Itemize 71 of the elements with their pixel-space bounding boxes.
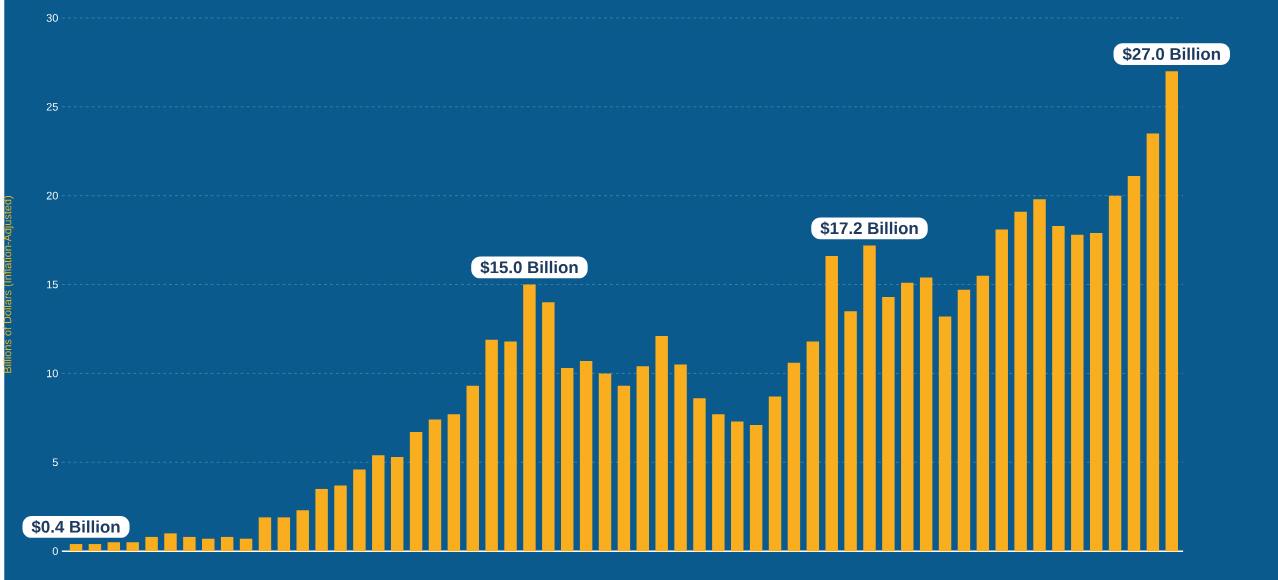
bar [447, 414, 461, 552]
bar [655, 336, 668, 552]
y-tick-label: 10 [47, 369, 58, 378]
data-label: $15.0 Billion [480, 260, 578, 275]
y-tick-label: 20 [46, 191, 58, 200]
bar [466, 385, 479, 552]
bar [1146, 133, 1160, 552]
bar [1033, 199, 1046, 552]
bar [1052, 225, 1065, 552]
bar [390, 456, 404, 552]
bar [825, 256, 838, 552]
bar [428, 419, 442, 552]
bar [372, 455, 385, 552]
bar [731, 421, 744, 552]
y-tick-label: 25 [46, 102, 58, 111]
bar [882, 296, 895, 552]
bar [598, 373, 612, 552]
bar [995, 229, 1008, 552]
bar [1108, 195, 1122, 552]
bar [485, 339, 498, 552]
bar [712, 414, 725, 552]
bar [806, 341, 820, 552]
bar [693, 398, 706, 552]
bar [919, 277, 933, 552]
y-tick-label: 5 [52, 458, 58, 467]
bar [957, 289, 971, 552]
y-tick-label: 0 [52, 547, 58, 555]
bar [145, 536, 158, 552]
data-label: $0.4 Billion [31, 520, 120, 534]
bar [277, 517, 291, 552]
bar [220, 536, 234, 552]
bar [1014, 211, 1027, 552]
bar [1165, 71, 1178, 552]
bar [88, 544, 102, 552]
bar [1089, 232, 1103, 552]
bar [504, 341, 517, 552]
bar [674, 364, 687, 552]
bar [69, 544, 83, 552]
bar [183, 536, 196, 552]
y-tick-label: 15 [47, 280, 58, 289]
bar [787, 362, 801, 552]
bar [523, 284, 536, 552]
bar [107, 542, 121, 552]
bar [938, 316, 952, 552]
data-label: $27.0 Billion [1122, 47, 1220, 62]
y-axis-title: Billions of Dollars (Inflation-Adjusted) [3, 196, 14, 373]
bar [1127, 176, 1141, 552]
bar [560, 368, 574, 552]
bar [901, 282, 914, 552]
bar [353, 469, 366, 552]
bar [334, 485, 347, 552]
bar [579, 360, 593, 552]
bar [202, 538, 215, 552]
data-label: $17.2 Billion [820, 221, 918, 236]
bar [844, 311, 857, 552]
bar [409, 432, 423, 552]
y-tick-label: 30 [46, 14, 58, 22]
bar [296, 510, 309, 552]
bar [315, 488, 328, 552]
bar [749, 424, 763, 552]
bar [617, 385, 631, 552]
bar [863, 245, 876, 552]
bar [258, 517, 272, 552]
bar [542, 302, 555, 552]
bar [976, 275, 990, 552]
bar [164, 533, 177, 552]
bar [1071, 234, 1084, 552]
bar [239, 538, 253, 552]
bar [126, 542, 139, 552]
bar [768, 396, 782, 552]
bar [636, 366, 650, 552]
